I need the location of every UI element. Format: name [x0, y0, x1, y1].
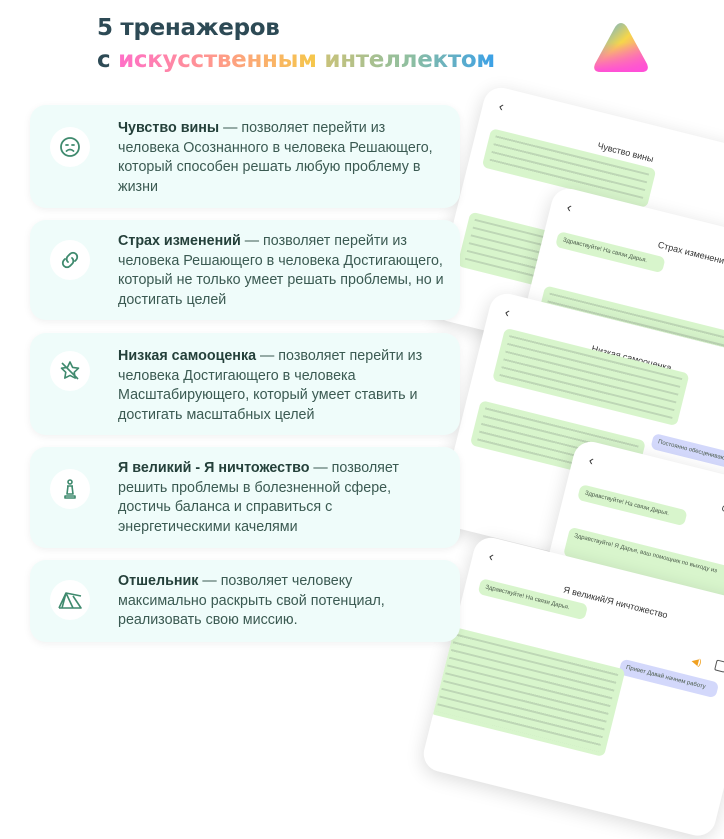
link-icon — [50, 240, 90, 280]
back-button[interactable]: ‹ — [587, 451, 596, 469]
trainer-description: — позволяет перейти из человека Решающег… — [118, 233, 444, 308]
title-word-ai: искусственным — [118, 47, 317, 73]
tent-icon — [50, 580, 90, 620]
trainer-card[interactable]: Отшельник — позволяет человеку максималь… — [30, 560, 460, 642]
trainer-description: — позволяет решить проблемы в болезненно… — [118, 460, 399, 535]
title-line-2: с искусственным интеллектом — [97, 47, 495, 73]
sad-face-icon — [50, 127, 90, 167]
trainer-card[interactable]: Страх изменений — позволяет перейти из ч… — [30, 220, 460, 320]
info-icon[interactable] — [714, 659, 724, 673]
title-line-1: 5 тренажеров — [97, 15, 280, 41]
star-off-icon — [50, 351, 90, 391]
trainer-description: — позволяет человеку максимально раскрыт… — [118, 573, 385, 628]
back-button[interactable]: ‹ — [497, 97, 506, 115]
back-button[interactable]: ‹ — [503, 303, 512, 321]
sound-icon[interactable]: ◀) — [690, 655, 703, 668]
trainer-card[interactable]: Чувство вины — позволяет перейти из чело… — [30, 105, 460, 208]
trainer-card[interactable]: Я великий - Я ничтожество — позволяет ре… — [30, 447, 460, 548]
trainer-description: — позволяет перейти из человека Достигаю… — [118, 348, 423, 423]
trainer-name: Чувство вины — [118, 120, 220, 136]
trainer-name: Отшельник — [118, 573, 199, 589]
back-button[interactable]: ‹ — [565, 198, 574, 216]
trainer-card[interactable]: Низкая самооценка — позволяет перейти из… — [30, 333, 460, 435]
trainer-description: — позволяет перейти из человека Осознанн… — [118, 120, 433, 195]
trainer-name: Низкая самооценка — [118, 348, 257, 364]
bot-message — [429, 626, 626, 758]
chess-pawn-icon — [50, 469, 90, 509]
back-button[interactable]: ‹ — [487, 547, 496, 565]
logo-icon — [594, 23, 648, 72]
trainer-name: Страх изменений — [118, 233, 241, 249]
page-title: 5 тренажеров с искусственным интеллектом — [97, 12, 495, 76]
trainer-name: Я великий - Я ничтожество — [118, 460, 310, 476]
user-message: Привет Давай начнем работу — [618, 658, 720, 699]
title-word-intellect: интеллектом — [324, 47, 495, 73]
